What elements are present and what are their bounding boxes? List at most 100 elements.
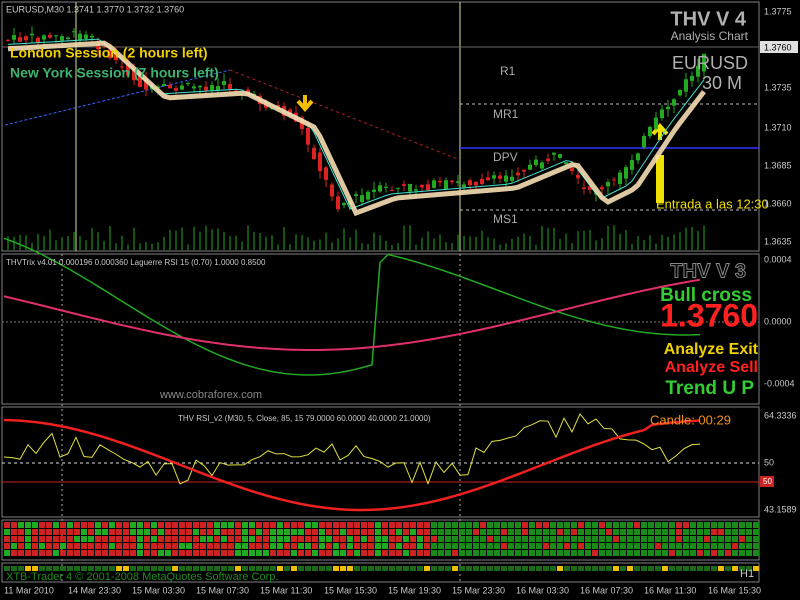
mtf-block bbox=[368, 543, 374, 549]
mtf-block bbox=[473, 536, 479, 542]
bottom-block bbox=[634, 566, 640, 571]
current-price: 1.3760 bbox=[764, 42, 792, 52]
mtf-block bbox=[515, 543, 521, 549]
bottom-block bbox=[284, 566, 290, 571]
mtf-block bbox=[249, 550, 255, 556]
mtf-block bbox=[683, 543, 689, 549]
bottom-block bbox=[431, 566, 437, 571]
mtf-block bbox=[32, 529, 38, 535]
mtf-block bbox=[4, 550, 10, 556]
bottom-block bbox=[648, 566, 654, 571]
bottom-block bbox=[543, 566, 549, 571]
time-tick: 15 Mar 19:30 bbox=[388, 585, 441, 595]
mtf-block bbox=[599, 543, 605, 549]
candle-body bbox=[366, 191, 370, 200]
mtf-block bbox=[25, 543, 31, 549]
mtf-block bbox=[585, 550, 591, 556]
bottom-block bbox=[123, 566, 129, 571]
mtf-block bbox=[277, 536, 283, 542]
mtf-block bbox=[578, 536, 584, 542]
mtf-block bbox=[669, 536, 675, 542]
mtf-block bbox=[25, 522, 31, 528]
bottom-block bbox=[25, 566, 31, 571]
mtf-block bbox=[417, 550, 423, 556]
mtf-block bbox=[200, 550, 206, 556]
mtf-block bbox=[501, 522, 507, 528]
mtf-block bbox=[130, 529, 136, 535]
candle-body bbox=[450, 180, 454, 183]
mtf-block bbox=[515, 550, 521, 556]
mtf-block bbox=[585, 529, 591, 535]
mtf-block bbox=[389, 550, 395, 556]
mtf-block bbox=[739, 536, 745, 542]
mtf-block bbox=[424, 550, 430, 556]
mtf-block bbox=[368, 529, 374, 535]
mtf-block bbox=[340, 550, 346, 556]
bottom-block bbox=[11, 566, 17, 571]
candle-body bbox=[690, 76, 694, 81]
time-tick: 16 Mar 15:30 bbox=[708, 585, 761, 595]
bottom-block bbox=[403, 566, 409, 571]
candle-body bbox=[60, 36, 64, 41]
mtf-block bbox=[347, 536, 353, 542]
mtf-block bbox=[270, 550, 276, 556]
mtf-block bbox=[326, 522, 332, 528]
mtf-block bbox=[11, 529, 17, 535]
candle-body bbox=[492, 175, 496, 179]
mtf-block bbox=[102, 529, 108, 535]
mtf-block bbox=[361, 550, 367, 556]
mtf-block bbox=[277, 522, 283, 528]
mtf-block bbox=[550, 550, 556, 556]
mtf-block bbox=[739, 529, 745, 535]
bottom-block bbox=[130, 566, 136, 571]
mtf-block bbox=[704, 536, 710, 542]
candle-body bbox=[234, 90, 238, 92]
bottom-block bbox=[235, 566, 241, 571]
mtf-block bbox=[634, 522, 640, 528]
mtf-block bbox=[249, 543, 255, 549]
mtf-block bbox=[718, 543, 724, 549]
mtf-block bbox=[347, 543, 353, 549]
bottom-block bbox=[18, 566, 24, 571]
candle-body bbox=[498, 175, 502, 179]
mtf-block bbox=[641, 536, 647, 542]
mtf-block bbox=[179, 529, 185, 535]
mtf-block bbox=[718, 522, 724, 528]
rsi-slow bbox=[3, 418, 701, 512]
mtf-block bbox=[571, 536, 577, 542]
bottom-block bbox=[109, 566, 115, 571]
candle-body bbox=[678, 89, 682, 96]
candle-body bbox=[66, 37, 70, 40]
mtf-block bbox=[480, 536, 486, 542]
mtf-block bbox=[522, 543, 528, 549]
mtf-block bbox=[634, 550, 640, 556]
mtf-block bbox=[354, 550, 360, 556]
bottom-block bbox=[375, 566, 381, 571]
mtf-block bbox=[151, 529, 157, 535]
trix-header: THVTrix v4.01 0.000196 0.000360 Laguerre… bbox=[6, 258, 266, 267]
candle-body bbox=[102, 45, 106, 47]
mtf-block bbox=[697, 522, 703, 528]
mtf-block bbox=[60, 550, 66, 556]
mtf-block bbox=[480, 522, 486, 528]
mtf-block bbox=[739, 522, 745, 528]
rsi-tick: 64.3336 bbox=[764, 410, 797, 420]
mtf-block bbox=[480, 529, 486, 535]
candle-body bbox=[684, 79, 688, 92]
mtf-block bbox=[193, 522, 199, 528]
mtf-block bbox=[732, 536, 738, 542]
symbol-line: EURUSD,M30 1.3741 1.3770 1.3732 1.3760 bbox=[6, 4, 184, 14]
price-tick: 1.3710 bbox=[764, 122, 792, 132]
mtf-block bbox=[501, 536, 507, 542]
candle-body bbox=[528, 164, 532, 170]
mtf-block bbox=[501, 550, 507, 556]
mtf-block bbox=[494, 550, 500, 556]
mtf-block bbox=[137, 550, 143, 556]
analyze-exit: Analyze Exit bbox=[664, 341, 759, 358]
bottom-block bbox=[557, 566, 563, 571]
mtf-block bbox=[431, 543, 437, 549]
mtf-block bbox=[578, 529, 584, 535]
time-axis: 11 Mar 2010 14 Mar 23:30 15 Mar 03:30 15 Ma… bbox=[4, 585, 761, 595]
bottom-block bbox=[263, 566, 269, 571]
mtf-block bbox=[25, 550, 31, 556]
